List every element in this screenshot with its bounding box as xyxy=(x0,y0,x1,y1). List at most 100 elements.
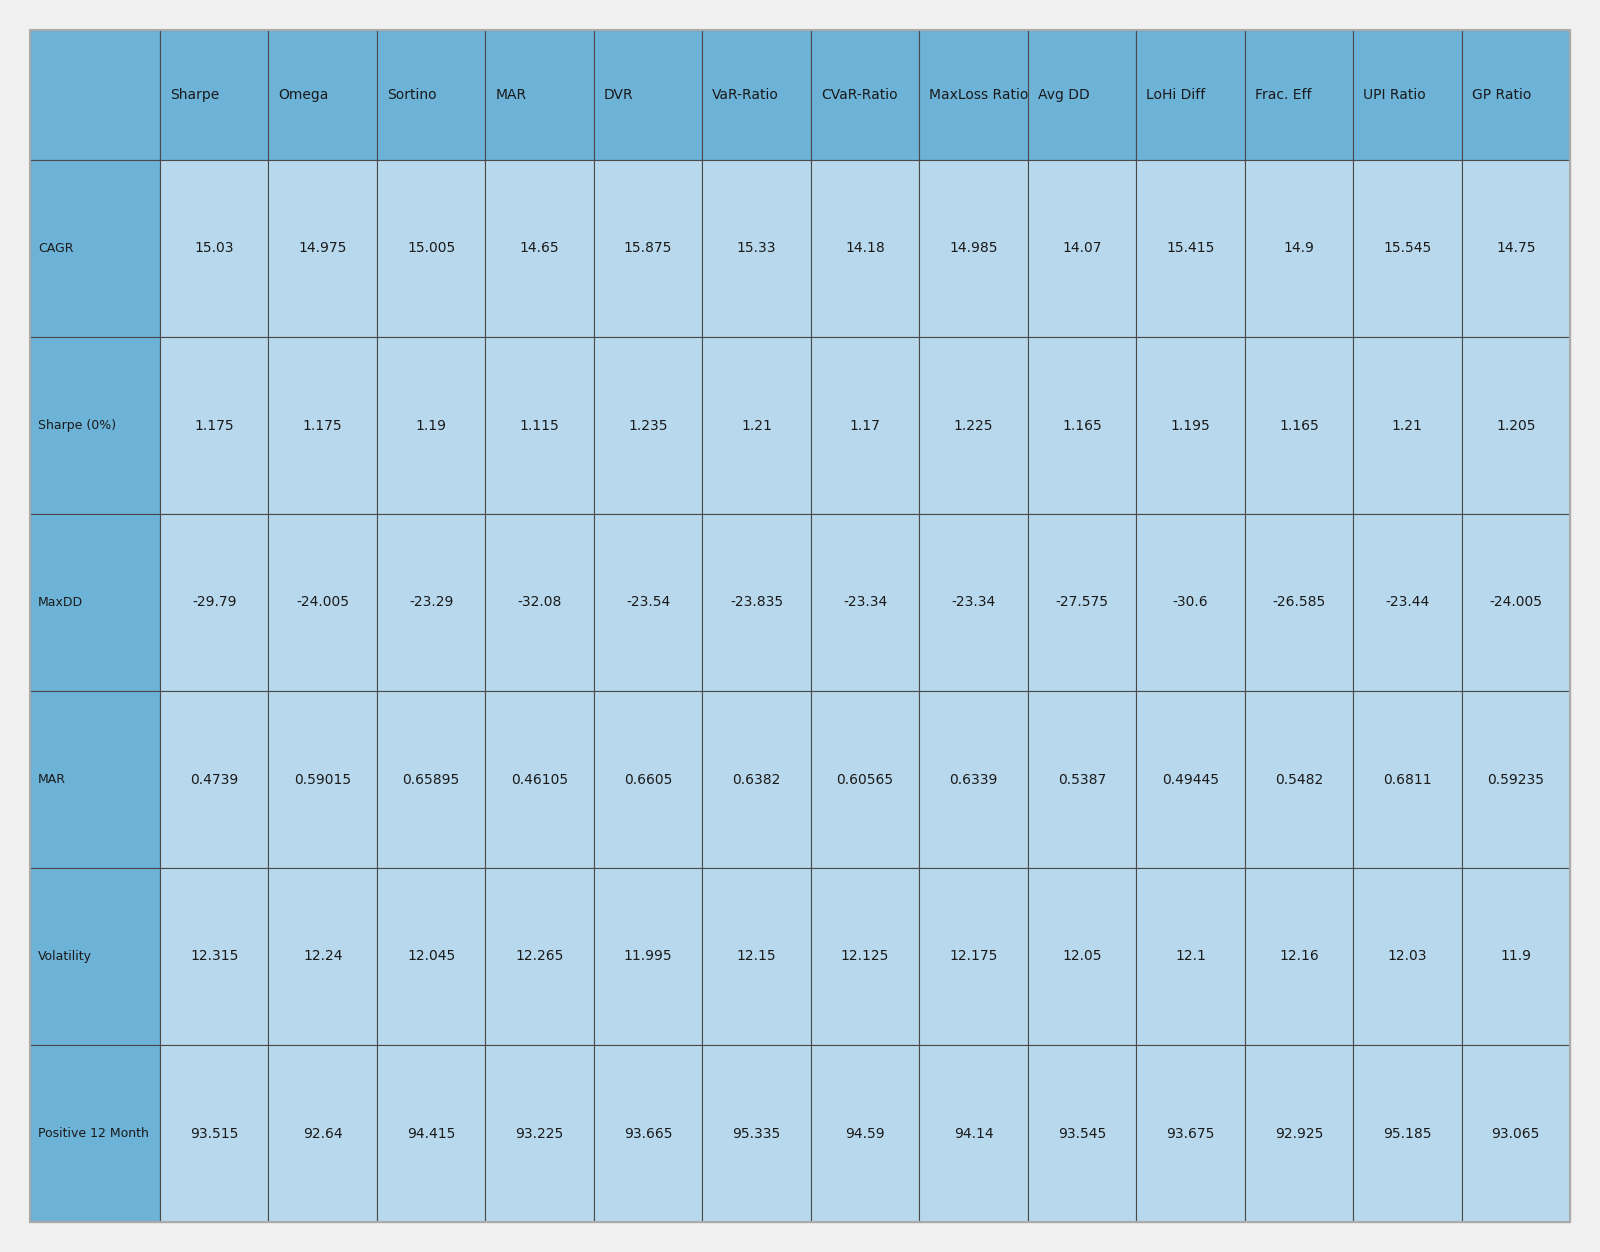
Text: 12.125: 12.125 xyxy=(842,949,890,964)
Text: Omega: Omega xyxy=(278,88,330,101)
Text: 95.185: 95.185 xyxy=(1382,1127,1432,1141)
Text: 15.415: 15.415 xyxy=(1166,242,1214,255)
Bar xyxy=(1245,691,1354,868)
Bar xyxy=(811,337,920,515)
Text: -23.54: -23.54 xyxy=(626,596,670,610)
Text: 92.925: 92.925 xyxy=(1275,1127,1323,1141)
Bar xyxy=(160,868,269,1045)
Bar xyxy=(1354,868,1461,1045)
Bar xyxy=(702,337,811,515)
Text: -27.575: -27.575 xyxy=(1056,596,1109,610)
Text: -23.835: -23.835 xyxy=(730,596,782,610)
Text: 0.60565: 0.60565 xyxy=(837,772,893,786)
Text: Volatility: Volatility xyxy=(38,950,93,963)
Text: 0.6605: 0.6605 xyxy=(624,772,672,786)
Text: 14.07: 14.07 xyxy=(1062,242,1102,255)
Text: CAGR: CAGR xyxy=(38,242,74,255)
Text: 95.335: 95.335 xyxy=(733,1127,781,1141)
Bar xyxy=(30,1045,160,1222)
Text: 11.9: 11.9 xyxy=(1501,949,1531,964)
Bar xyxy=(378,30,485,160)
Bar xyxy=(378,1045,485,1222)
Text: CVaR-Ratio: CVaR-Ratio xyxy=(821,88,898,101)
Text: 94.415: 94.415 xyxy=(406,1127,456,1141)
Text: DVR: DVR xyxy=(603,88,634,101)
Text: 1.165: 1.165 xyxy=(1062,418,1102,432)
Text: 0.59235: 0.59235 xyxy=(1488,772,1544,786)
Bar xyxy=(1461,30,1570,160)
Text: 12.03: 12.03 xyxy=(1387,949,1427,964)
Text: 12.1: 12.1 xyxy=(1174,949,1206,964)
Text: 1.165: 1.165 xyxy=(1278,418,1318,432)
Bar xyxy=(1245,1045,1354,1222)
Bar xyxy=(378,868,485,1045)
Bar xyxy=(702,160,811,337)
Text: -23.44: -23.44 xyxy=(1386,596,1429,610)
Bar xyxy=(269,160,378,337)
Bar xyxy=(378,515,485,691)
Text: 12.15: 12.15 xyxy=(736,949,776,964)
Text: 15.545: 15.545 xyxy=(1382,242,1432,255)
Text: 1.195: 1.195 xyxy=(1171,418,1210,432)
Text: 93.065: 93.065 xyxy=(1491,1127,1539,1141)
Text: 0.65895: 0.65895 xyxy=(403,772,459,786)
Text: 12.24: 12.24 xyxy=(302,949,342,964)
Text: 1.19: 1.19 xyxy=(416,418,446,432)
Text: 14.75: 14.75 xyxy=(1496,242,1536,255)
Text: 0.4739: 0.4739 xyxy=(190,772,238,786)
Bar xyxy=(1027,515,1136,691)
Text: 12.175: 12.175 xyxy=(949,949,998,964)
Text: MaxLoss Ratio: MaxLoss Ratio xyxy=(930,88,1029,101)
Text: 1.17: 1.17 xyxy=(850,418,880,432)
Bar xyxy=(1027,1045,1136,1222)
Bar xyxy=(920,868,1027,1045)
Bar xyxy=(160,515,269,691)
Text: 94.59: 94.59 xyxy=(845,1127,885,1141)
Text: 93.225: 93.225 xyxy=(515,1127,563,1141)
Text: GP Ratio: GP Ratio xyxy=(1472,88,1531,101)
Text: Sharpe: Sharpe xyxy=(170,88,219,101)
Text: UPI Ratio: UPI Ratio xyxy=(1363,88,1426,101)
Bar xyxy=(160,691,269,868)
Text: 11.995: 11.995 xyxy=(624,949,672,964)
Bar xyxy=(702,30,811,160)
Bar xyxy=(1461,868,1570,1045)
Bar xyxy=(160,160,269,337)
Bar xyxy=(1245,515,1354,691)
Bar xyxy=(160,30,269,160)
Bar xyxy=(1461,515,1570,691)
Bar xyxy=(1354,1045,1461,1222)
Bar xyxy=(920,337,1027,515)
Bar xyxy=(1136,868,1245,1045)
Text: 0.5482: 0.5482 xyxy=(1275,772,1323,786)
Bar xyxy=(594,515,702,691)
Text: 1.175: 1.175 xyxy=(302,418,342,432)
Bar xyxy=(1354,337,1461,515)
Text: 14.65: 14.65 xyxy=(520,242,560,255)
Text: -29.79: -29.79 xyxy=(192,596,237,610)
Bar xyxy=(30,337,160,515)
Bar xyxy=(594,691,702,868)
Bar xyxy=(160,1045,269,1222)
Bar xyxy=(811,691,920,868)
Bar xyxy=(594,868,702,1045)
Bar xyxy=(1245,868,1354,1045)
Text: 1.235: 1.235 xyxy=(629,418,667,432)
Bar xyxy=(702,691,811,868)
Bar xyxy=(1027,691,1136,868)
Bar xyxy=(269,30,378,160)
Text: 15.33: 15.33 xyxy=(736,242,776,255)
Bar xyxy=(1461,160,1570,337)
Bar xyxy=(702,1045,811,1222)
Text: 93.515: 93.515 xyxy=(190,1127,238,1141)
Bar xyxy=(1461,691,1570,868)
Bar xyxy=(30,868,160,1045)
Bar xyxy=(485,160,594,337)
Bar xyxy=(594,30,702,160)
Bar xyxy=(269,868,378,1045)
Bar xyxy=(1354,30,1461,160)
Bar xyxy=(1461,1045,1570,1222)
Text: -26.585: -26.585 xyxy=(1272,596,1325,610)
Bar xyxy=(1354,515,1461,691)
Text: -23.29: -23.29 xyxy=(410,596,453,610)
